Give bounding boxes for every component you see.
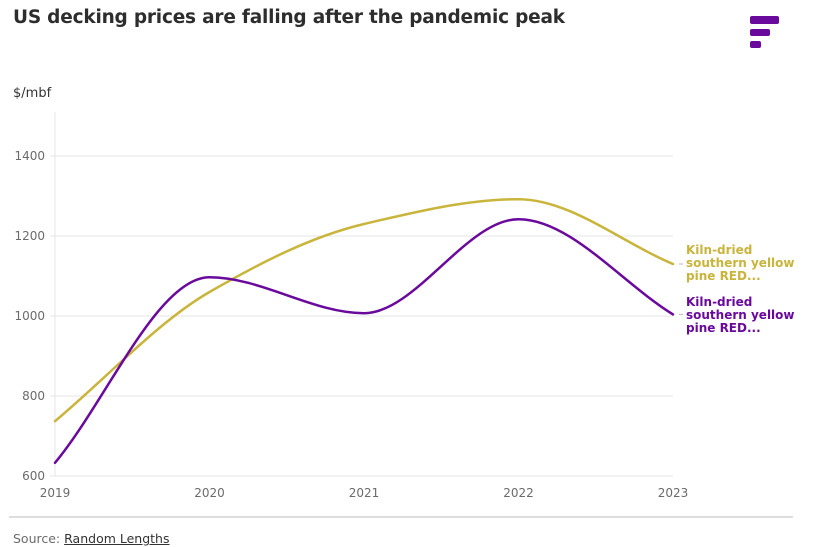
y-tick-label: 1400 <box>14 149 45 163</box>
y-tick-label: 800 <box>22 389 45 403</box>
footer-divider <box>9 516 793 518</box>
series-label-line: southern yellow <box>686 256 795 270</box>
source-note: Source: Random Lengths <box>13 531 170 546</box>
x-tick-label: 2020 <box>194 486 225 500</box>
x-tick-label: 2023 <box>658 486 689 500</box>
y-tick-labels: 600 800 1000 1200 1400 <box>14 149 45 483</box>
y-tick-label: 1200 <box>14 229 45 243</box>
logo-bar-middle <box>750 29 770 36</box>
series-lines <box>53 197 683 465</box>
source-link[interactable]: Random Lengths <box>64 531 170 546</box>
y-axis-label: $/mbf <box>13 86 52 101</box>
series-label-line: southern yellow <box>686 308 795 322</box>
series-label-line: Kiln-dried <box>686 243 753 257</box>
y-tick-label: 1000 <box>14 309 45 323</box>
gridlines <box>50 155 673 477</box>
x-tick-labels: 2019 2020 2021 2022 2023 <box>40 486 689 500</box>
series-label-line: pine RED... <box>686 321 761 335</box>
series-line-yellow <box>53 197 675 423</box>
x-tick-label: 2022 <box>503 486 534 500</box>
chart-title: US decking prices are falling after the … <box>13 7 565 28</box>
logo-bar-bottom <box>750 41 761 48</box>
source-prefix: Source: <box>13 531 61 546</box>
series-label-line: Kiln-dried <box>686 295 753 309</box>
brand-logo-icon[interactable] <box>750 16 782 50</box>
logo-bar-top <box>750 16 779 24</box>
y-tick-label: 600 <box>22 469 45 483</box>
x-tick-label: 2019 <box>40 486 71 500</box>
series-label-line: pine RED... <box>686 269 761 283</box>
series-label-purple: Kiln-dried southern yellow pine RED... <box>686 296 816 335</box>
series-line-purple <box>53 217 675 465</box>
series-label-yellow: Kiln-dried southern yellow pine RED... <box>686 244 816 283</box>
x-tick-label: 2021 <box>349 486 380 500</box>
